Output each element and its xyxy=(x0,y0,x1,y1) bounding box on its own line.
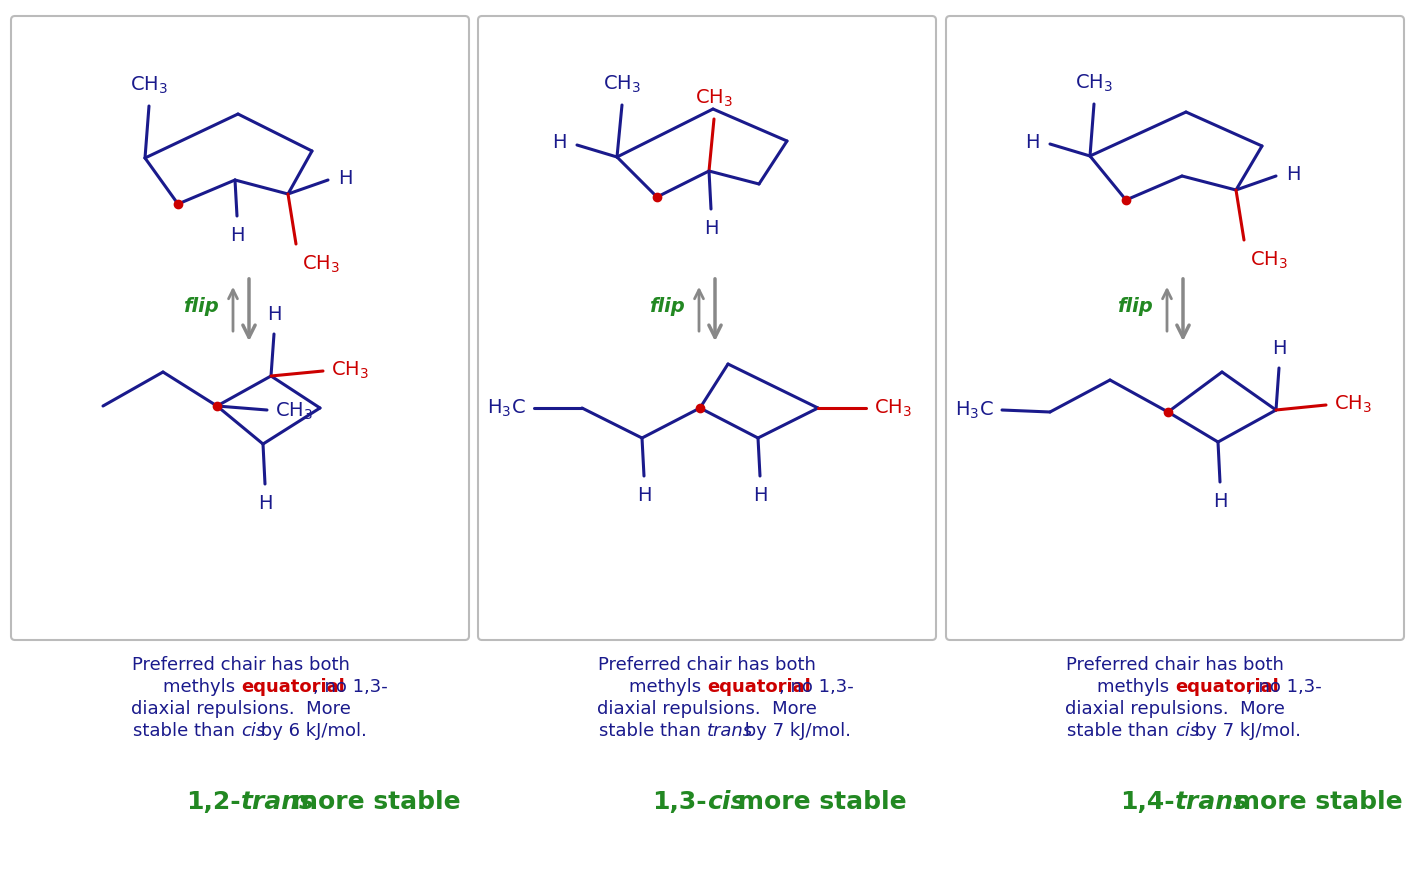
Text: H: H xyxy=(704,219,718,238)
Text: , no 1,3-: , no 1,3- xyxy=(312,678,387,696)
Text: , no 1,3-: , no 1,3- xyxy=(779,678,854,696)
Text: flip: flip xyxy=(649,296,684,316)
Text: CH$_3$: CH$_3$ xyxy=(874,397,912,419)
Text: by 7 kJ/mol.: by 7 kJ/mol. xyxy=(1189,722,1301,740)
Text: CH$_3$: CH$_3$ xyxy=(1075,72,1113,94)
Text: 1,3-: 1,3- xyxy=(652,790,707,814)
Text: Preferred chair has both: Preferred chair has both xyxy=(132,656,349,674)
FancyBboxPatch shape xyxy=(478,16,936,640)
Text: cis: cis xyxy=(240,722,266,740)
Text: H: H xyxy=(338,169,352,187)
Text: stable than: stable than xyxy=(133,722,240,740)
Text: CH$_3$: CH$_3$ xyxy=(130,75,168,96)
Text: H: H xyxy=(1213,492,1227,511)
Text: by 6 kJ/mol.: by 6 kJ/mol. xyxy=(255,722,366,740)
Text: cis: cis xyxy=(1175,722,1199,740)
Text: CH$_3$: CH$_3$ xyxy=(274,400,312,422)
Text: cis: cis xyxy=(707,790,745,814)
Text: by 7 kJ/mol.: by 7 kJ/mol. xyxy=(740,722,851,740)
FancyBboxPatch shape xyxy=(946,16,1404,640)
Text: H: H xyxy=(553,133,567,153)
Text: 1,2-: 1,2- xyxy=(187,790,240,814)
Text: , no 1,3-: , no 1,3- xyxy=(1247,678,1322,696)
Text: 1,4-: 1,4- xyxy=(1120,790,1175,814)
Text: CH$_3$: CH$_3$ xyxy=(602,73,641,95)
Text: stable than: stable than xyxy=(600,722,707,740)
Text: flip: flip xyxy=(1117,296,1152,316)
FancyBboxPatch shape xyxy=(11,16,469,640)
Text: trans: trans xyxy=(240,790,315,814)
Text: flip: flip xyxy=(184,296,219,316)
Text: diaxial repulsions.  More: diaxial repulsions. More xyxy=(1065,700,1285,718)
Text: H: H xyxy=(1285,164,1301,184)
Text: CH$_3$: CH$_3$ xyxy=(1333,393,1372,415)
Text: H: H xyxy=(752,486,768,505)
Text: H: H xyxy=(229,226,245,245)
Text: H$_3$C: H$_3$C xyxy=(956,400,994,421)
Text: more stable: more stable xyxy=(730,790,906,814)
Text: more stable: more stable xyxy=(283,790,461,814)
Text: methyls: methyls xyxy=(1097,678,1175,696)
Text: trans: trans xyxy=(707,722,754,740)
Text: diaxial repulsions.  More: diaxial repulsions. More xyxy=(597,700,817,718)
Text: CH$_3$: CH$_3$ xyxy=(303,254,339,275)
Text: stable than: stable than xyxy=(1068,722,1175,740)
Text: trans: trans xyxy=(1175,790,1249,814)
Text: equatorial: equatorial xyxy=(1175,678,1278,696)
Text: CH$_3$: CH$_3$ xyxy=(331,360,369,381)
Text: H: H xyxy=(636,486,652,505)
Text: H$_3$C: H$_3$C xyxy=(488,397,526,419)
Text: methyls: methyls xyxy=(629,678,707,696)
Text: Preferred chair has both: Preferred chair has both xyxy=(598,656,816,674)
Text: CH$_3$: CH$_3$ xyxy=(1250,250,1288,271)
Text: H: H xyxy=(1271,339,1287,358)
Text: Preferred chair has both: Preferred chair has both xyxy=(1066,656,1284,674)
Text: more stable: more stable xyxy=(1225,790,1403,814)
Text: CH$_3$: CH$_3$ xyxy=(696,88,732,109)
Text: diaxial repulsions.  More: diaxial repulsions. More xyxy=(132,700,351,718)
Text: equatorial: equatorial xyxy=(240,678,345,696)
Text: H: H xyxy=(257,494,273,513)
Text: H: H xyxy=(267,305,281,324)
Text: methyls: methyls xyxy=(163,678,240,696)
Text: H: H xyxy=(1025,133,1041,151)
Text: equatorial: equatorial xyxy=(707,678,810,696)
